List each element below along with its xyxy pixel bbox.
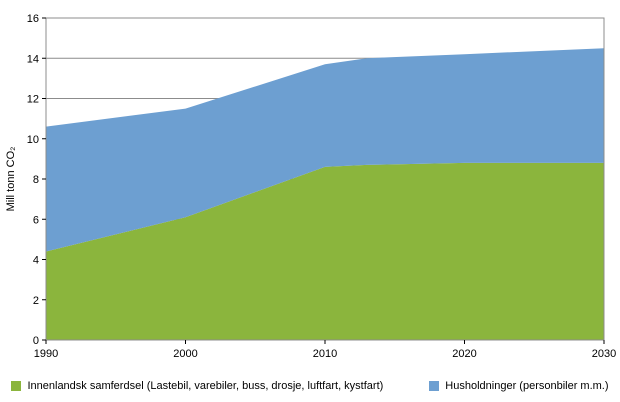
legend-swatch-green xyxy=(11,381,22,391)
y-tick-label-12: 12 xyxy=(27,94,39,106)
y-tick-label-8: 8 xyxy=(33,174,39,186)
legend-label-husholdninger: Husholdninger (personbiler m.m.) xyxy=(445,380,609,392)
legend-label-innenlandsk-samferdsel: Innenlandsk samferdsel (Lastebil, varebi… xyxy=(27,380,384,392)
legend-item-innenlandsk-samferdsel: Innenlandsk samferdsel (Lastebil, varebi… xyxy=(11,380,383,392)
y-tick-label-16: 16 xyxy=(27,13,39,25)
x-tick-label-2010: 2010 xyxy=(313,348,337,360)
y-tick-label-10: 10 xyxy=(27,134,39,146)
chart-legend: Innenlandsk samferdsel (Lastebil, varebi… xyxy=(0,380,620,392)
y-tick-label-2: 2 xyxy=(33,295,39,307)
x-tick-label-1990: 1990 xyxy=(34,348,58,360)
area-series-0 xyxy=(46,162,604,340)
x-tick-label-2000: 2000 xyxy=(173,348,197,360)
chart-plot-area: 1990 2000 2010 2020 2030 0 2 4 6 8 10 12 14 16 Mill to… xyxy=(5,13,616,360)
x-tick-label-2020: 2020 xyxy=(452,348,476,360)
y-tick-label-6: 6 xyxy=(33,214,39,226)
y-tick-label-14: 14 xyxy=(27,53,39,65)
y-tick-label-4: 4 xyxy=(33,255,39,267)
legend-swatch-blue xyxy=(429,381,440,391)
legend-item-husholdninger: Husholdninger (personbiler m.m.) xyxy=(429,380,609,392)
x-tick-label-2030: 2030 xyxy=(592,348,616,360)
area-series-1 xyxy=(46,48,604,252)
y-axis-title: Mill tonn CO₂ xyxy=(5,147,17,212)
y-tick-label-0: 0 xyxy=(33,335,39,347)
